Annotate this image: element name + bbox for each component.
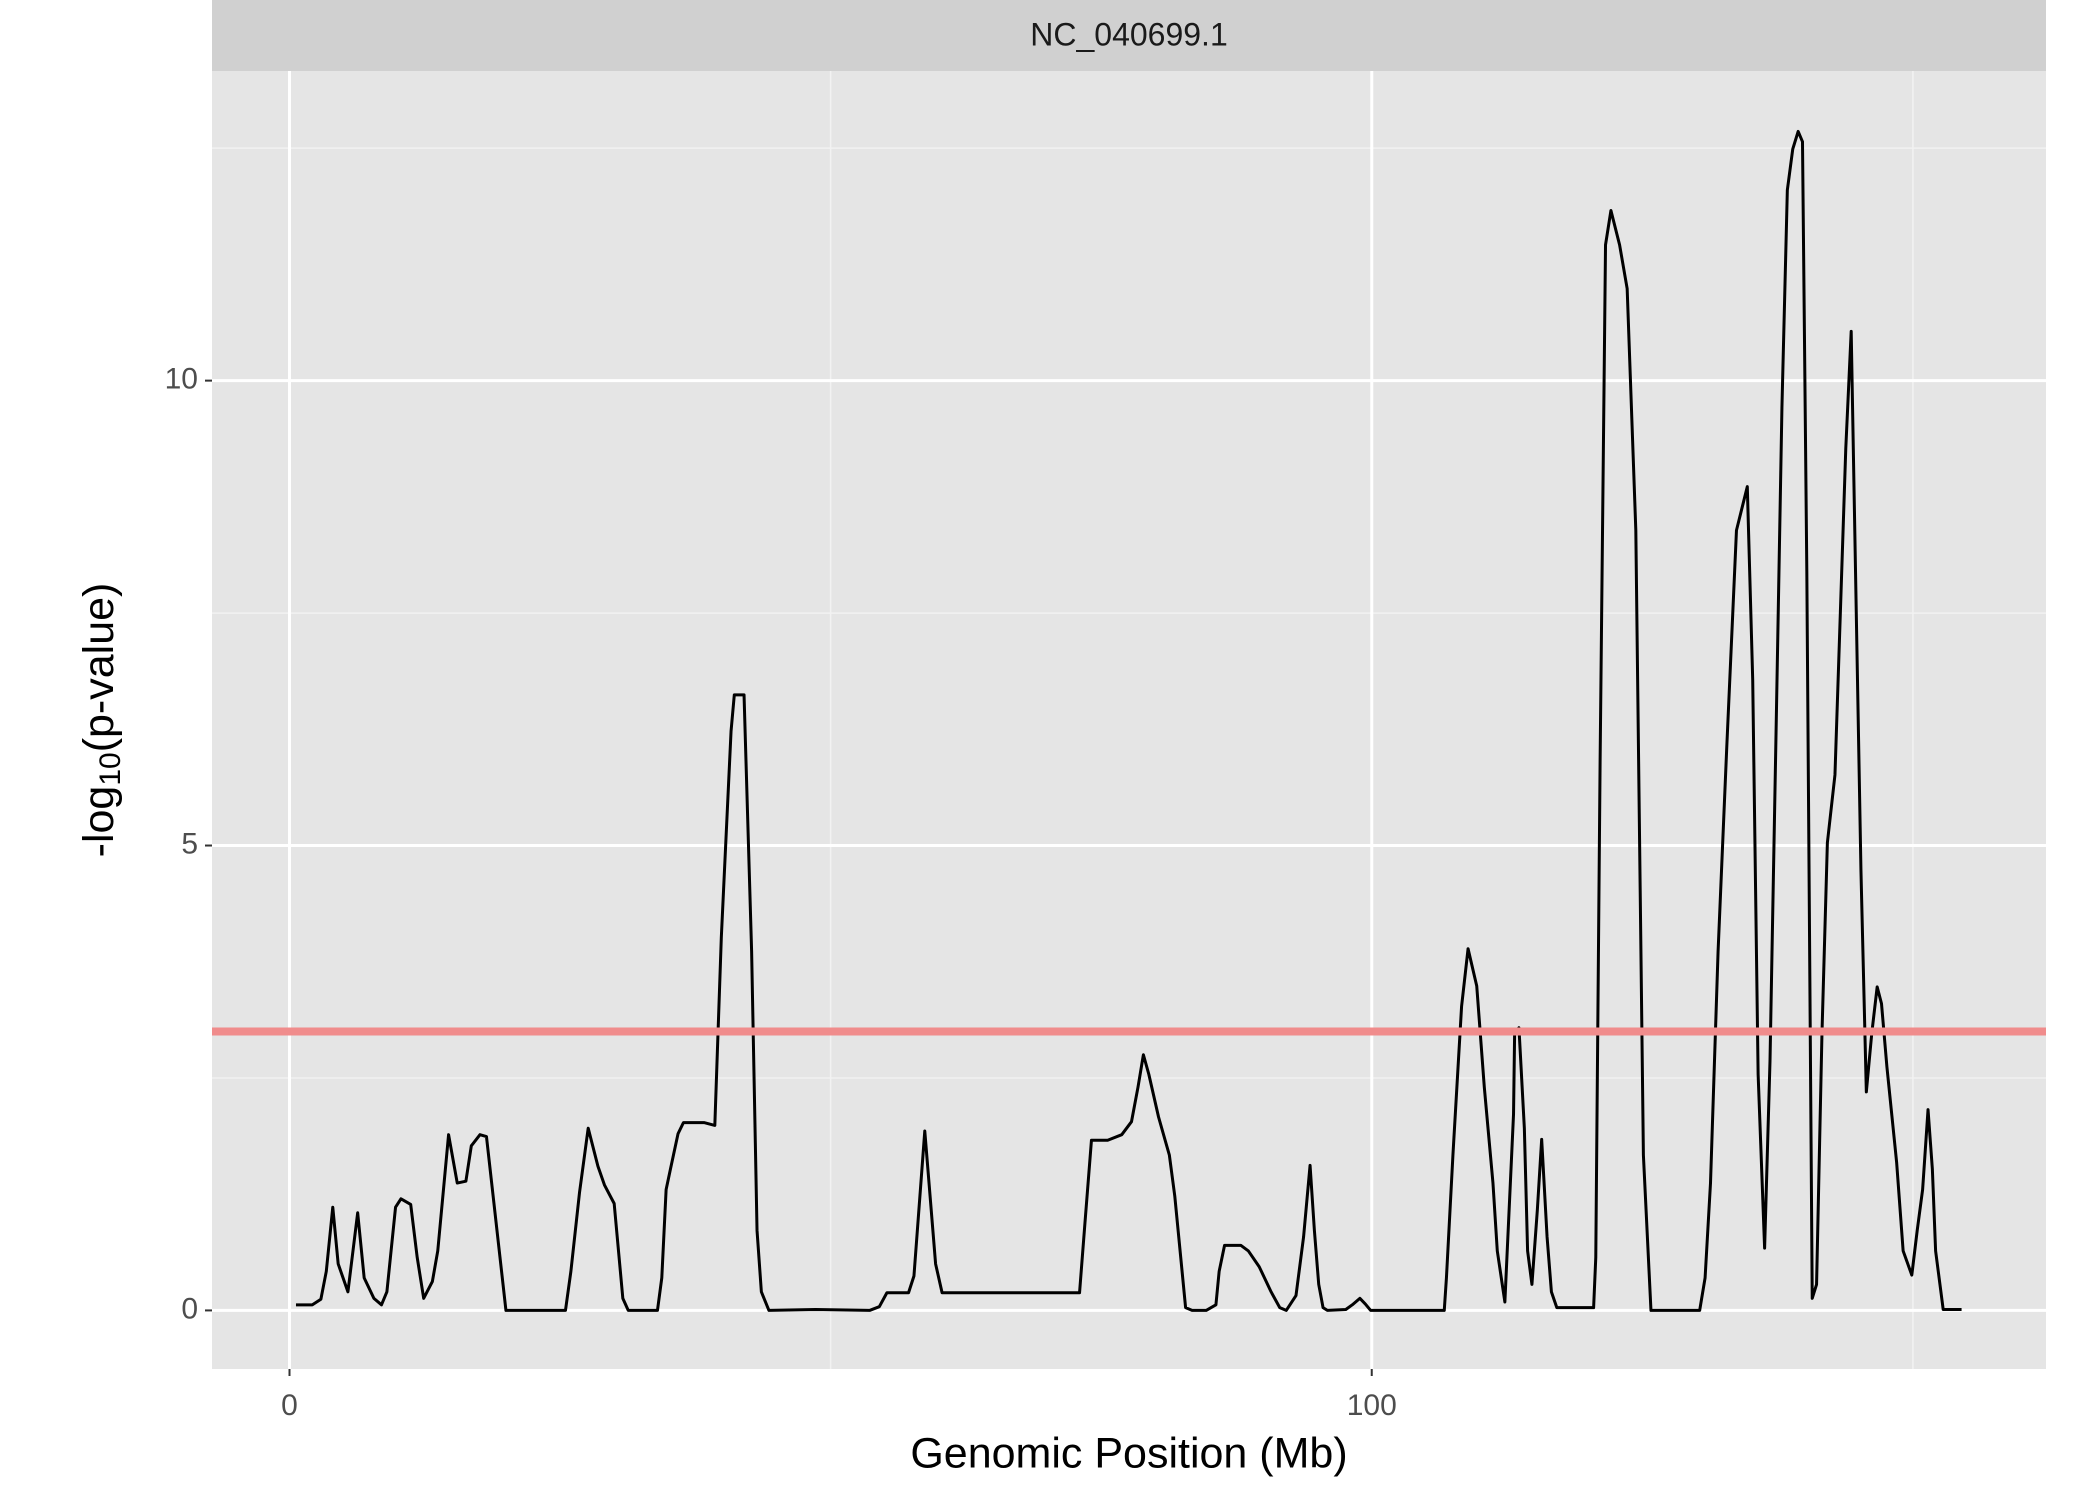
y-title-suffix: (p-value): [75, 583, 123, 753]
y-tick-label: 0: [181, 1292, 198, 1325]
x-tick-label: 100: [1347, 1389, 1397, 1422]
x-tick-label: 0: [281, 1389, 298, 1422]
panel: [212, 71, 2046, 1369]
y-title-sub: 10: [94, 752, 127, 785]
marks: [212, 129, 2046, 1312]
y-tick-label: 5: [181, 827, 198, 860]
y-axis-title: -log10(p-value): [75, 583, 127, 858]
data-line: [295, 129, 1962, 1312]
y-tick-label: 10: [165, 363, 198, 396]
strip-label: NC_040699.1: [1030, 16, 1227, 52]
x-axis-title: Genomic Position (Mb): [910, 1429, 1347, 1477]
strip: [212, 0, 2046, 71]
y-title-prefix: -log: [75, 786, 123, 858]
